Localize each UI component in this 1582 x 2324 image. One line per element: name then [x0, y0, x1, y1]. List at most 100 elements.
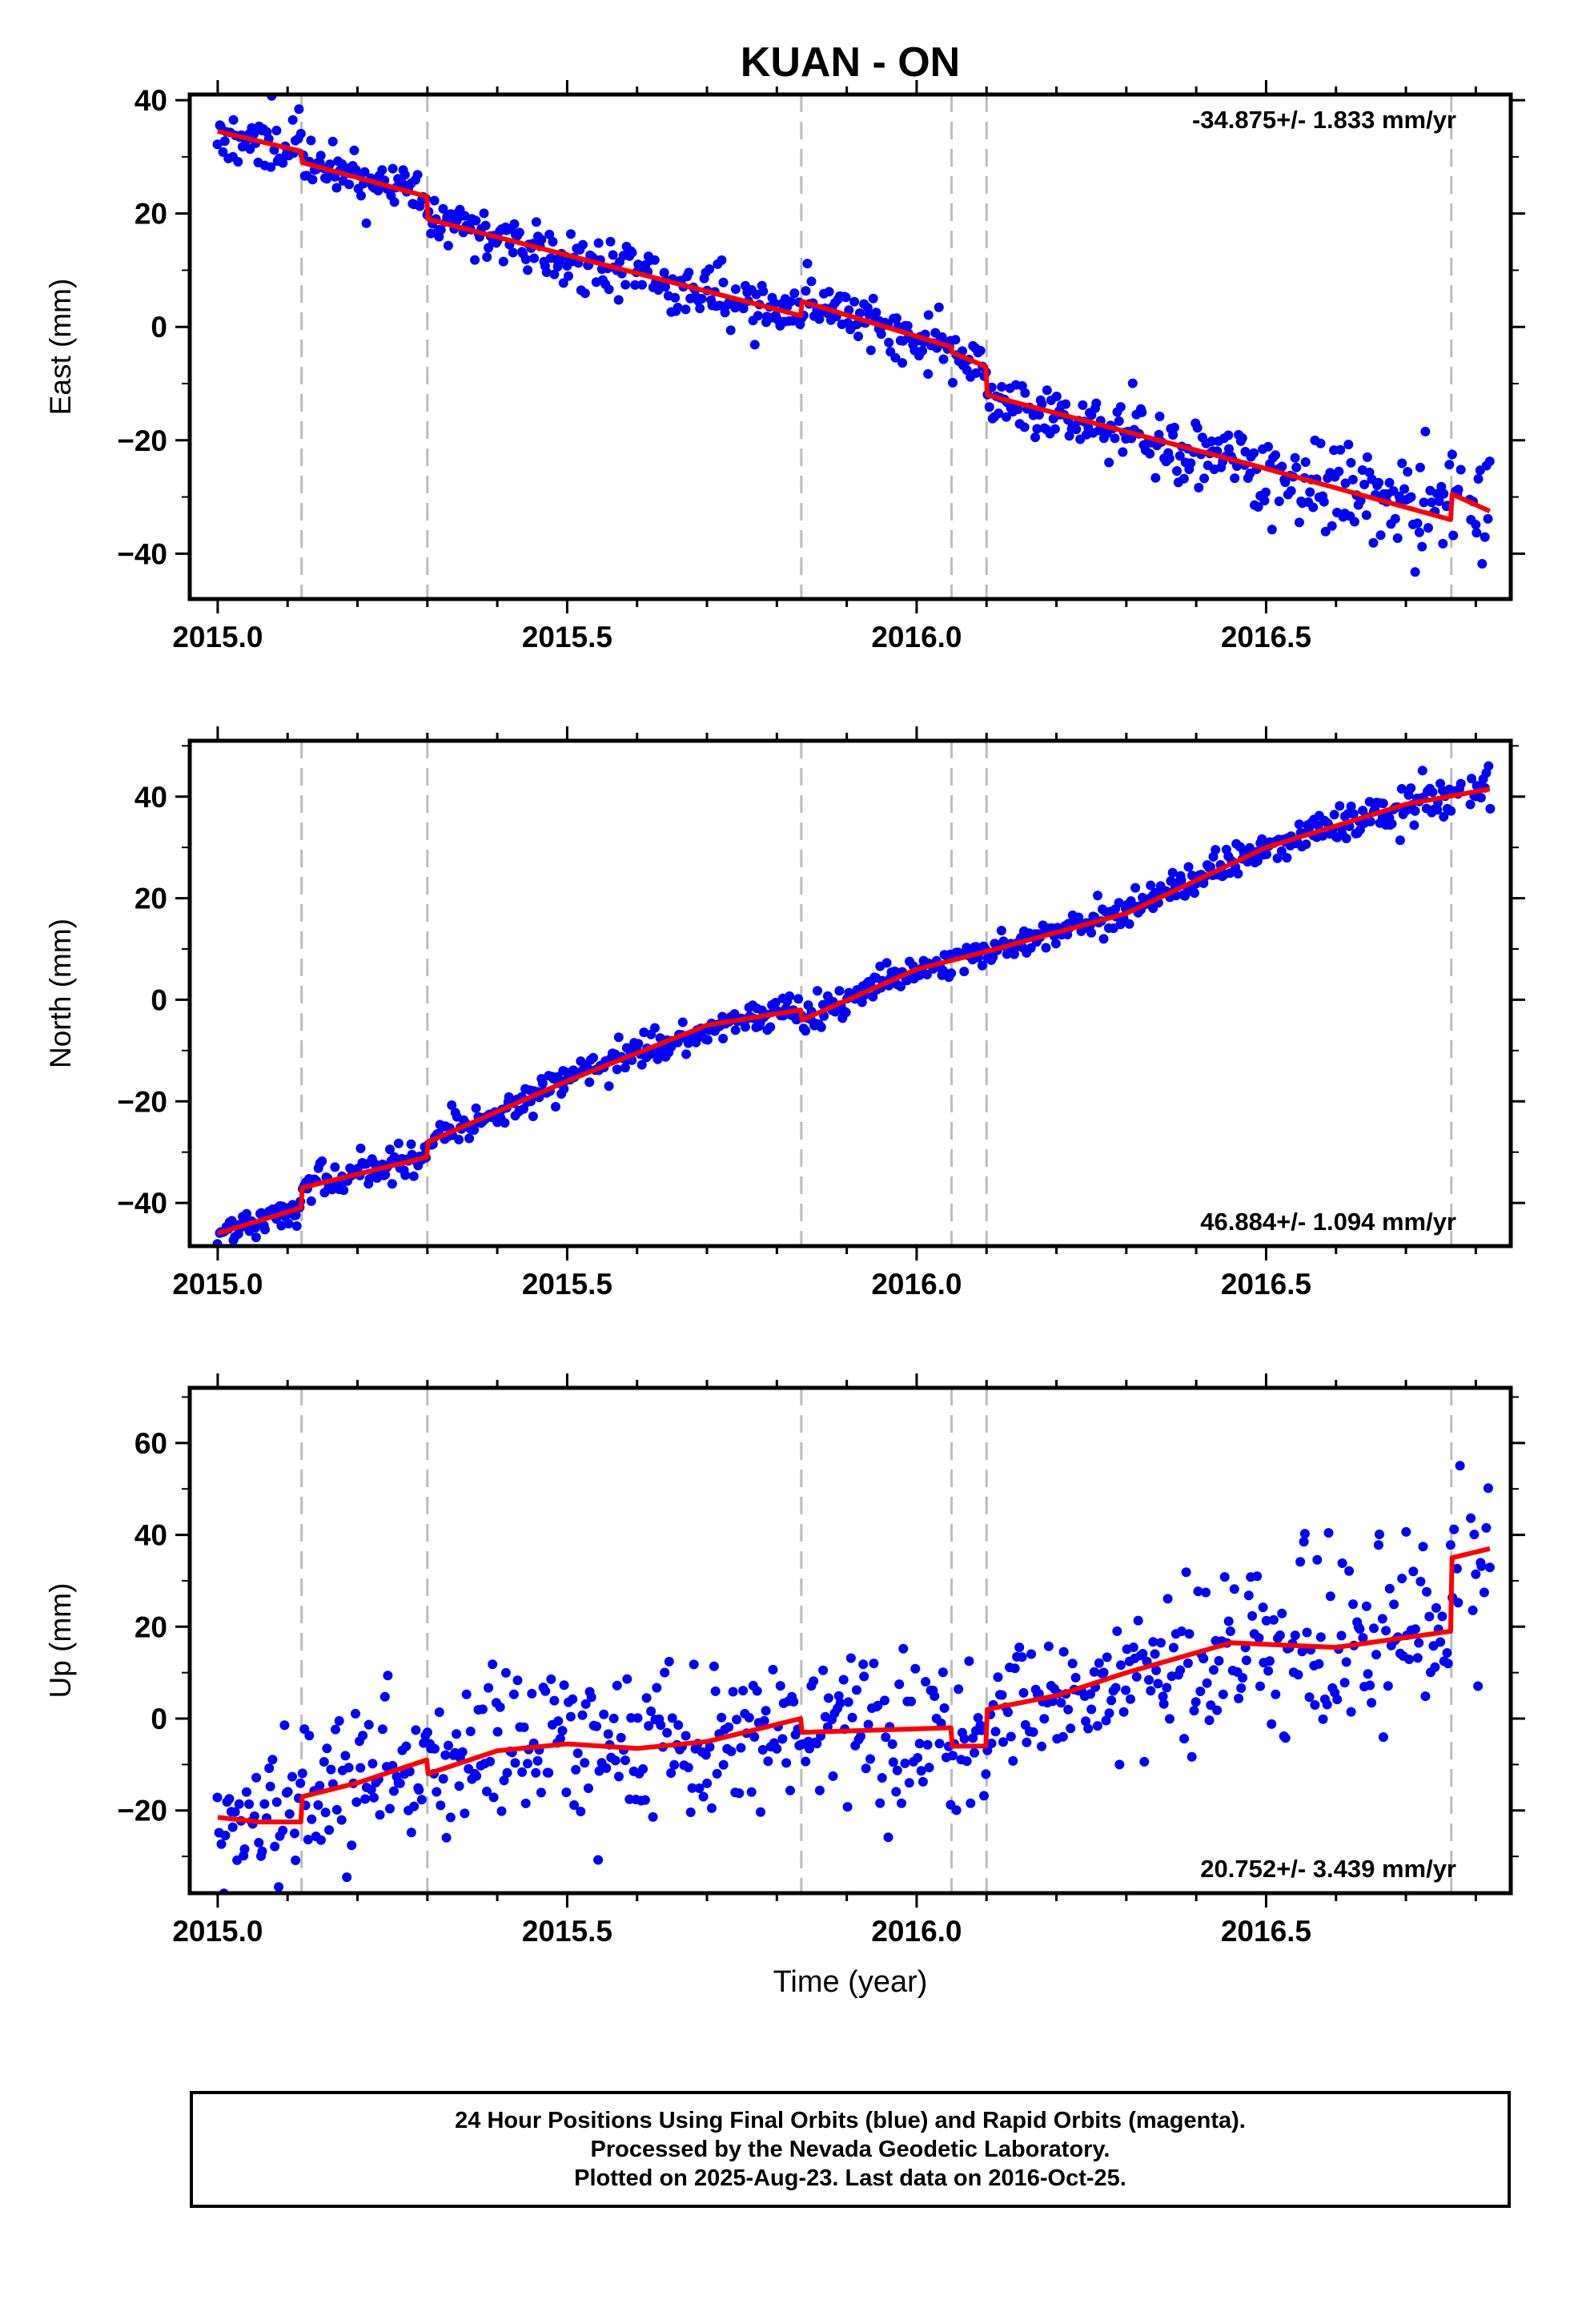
data-point — [1238, 1673, 1248, 1683]
data-point — [695, 304, 705, 314]
data-point — [1037, 1741, 1046, 1751]
data-point — [948, 1751, 958, 1761]
data-point — [718, 1759, 729, 1770]
data-point — [1469, 1530, 1480, 1540]
data-point — [359, 167, 370, 177]
data-point — [954, 1684, 964, 1695]
data-point — [683, 1763, 693, 1773]
data-point — [921, 970, 932, 979]
data-point — [1446, 806, 1456, 816]
data-point — [1001, 412, 1011, 422]
data-point — [548, 236, 558, 247]
data-point — [529, 253, 540, 263]
data-point — [828, 1771, 838, 1781]
y-tick-label: −40 — [117, 537, 167, 570]
data-point — [592, 1721, 602, 1731]
data-point — [1406, 492, 1416, 502]
data-point — [1335, 444, 1346, 455]
data-point — [566, 229, 576, 239]
data-point — [1378, 1732, 1388, 1743]
footer-info-box: 24 Hour Positions Using Final Orbits (bl… — [190, 2091, 1511, 2208]
data-point — [1102, 1652, 1112, 1663]
data-point — [488, 1659, 498, 1670]
data-point — [1118, 447, 1128, 457]
data-point — [241, 1787, 251, 1797]
data-point — [1243, 1590, 1254, 1601]
y-tick-label: 40 — [135, 1519, 167, 1552]
data-point — [979, 1791, 989, 1801]
data-point — [212, 139, 223, 150]
data-point — [1290, 452, 1300, 463]
data-point — [373, 186, 383, 195]
data-point — [898, 1643, 909, 1654]
x-axis-label: Time (year) — [773, 1965, 928, 1999]
data-point — [1439, 489, 1449, 499]
data-point — [865, 1754, 875, 1764]
data-point — [278, 158, 288, 168]
data-point — [868, 991, 878, 1002]
data-point — [1286, 486, 1296, 496]
data-point — [614, 1771, 624, 1782]
data-point — [1484, 456, 1495, 467]
data-point — [1412, 518, 1423, 529]
data-point — [1395, 835, 1405, 846]
plot-frame — [187, 92, 1513, 601]
data-point — [685, 1807, 696, 1817]
data-point — [351, 1708, 360, 1719]
data-point — [1399, 484, 1410, 494]
data-point — [1259, 496, 1270, 506]
data-point — [1341, 1657, 1351, 1667]
data-point — [857, 997, 867, 1007]
data-point — [1263, 441, 1273, 452]
data-point — [422, 1727, 432, 1738]
data-point — [432, 1787, 442, 1797]
data-point — [1481, 1522, 1492, 1533]
data-point — [440, 1750, 451, 1760]
data-point — [1340, 478, 1351, 489]
data-point — [228, 115, 239, 125]
data-point — [565, 1711, 576, 1722]
data-point — [1437, 1611, 1447, 1622]
data-point — [1114, 898, 1124, 908]
data-point — [975, 345, 986, 356]
data-point — [1335, 801, 1345, 811]
data-point — [572, 1748, 583, 1759]
data-point — [429, 195, 440, 206]
data-point — [1162, 1683, 1172, 1693]
data-point — [823, 1693, 833, 1703]
data-point — [1146, 1686, 1156, 1696]
data-point — [1219, 1572, 1230, 1582]
data-point — [257, 1846, 267, 1856]
data-point — [259, 1799, 270, 1809]
data-point — [641, 1693, 652, 1703]
data-point — [355, 1763, 366, 1773]
data-point — [1348, 809, 1359, 819]
data-point — [707, 1803, 717, 1813]
data-point — [1236, 1683, 1247, 1693]
data-point — [385, 1144, 395, 1155]
data-point — [1092, 1721, 1102, 1731]
data-point — [549, 269, 560, 279]
data-point — [1006, 1731, 1016, 1742]
data-point — [937, 332, 947, 342]
data-point — [536, 235, 547, 245]
data-point — [604, 1081, 614, 1092]
data-point — [1050, 424, 1060, 434]
data-point — [896, 981, 906, 991]
data-point — [1449, 1524, 1460, 1534]
data-point — [620, 279, 631, 290]
data-point — [717, 1712, 727, 1723]
data-point — [620, 1063, 630, 1073]
data-point — [1431, 1602, 1441, 1613]
data-point — [1443, 1659, 1453, 1669]
data-point — [1110, 1683, 1121, 1693]
data-point — [1299, 1537, 1309, 1547]
data-point — [1467, 774, 1476, 784]
data-point — [1271, 450, 1280, 460]
data-point — [454, 1781, 464, 1791]
data-point — [1389, 1599, 1399, 1610]
data-point — [1078, 400, 1088, 410]
data-point — [1318, 1714, 1328, 1724]
data-point — [997, 1690, 1007, 1700]
data-point — [1261, 487, 1271, 497]
